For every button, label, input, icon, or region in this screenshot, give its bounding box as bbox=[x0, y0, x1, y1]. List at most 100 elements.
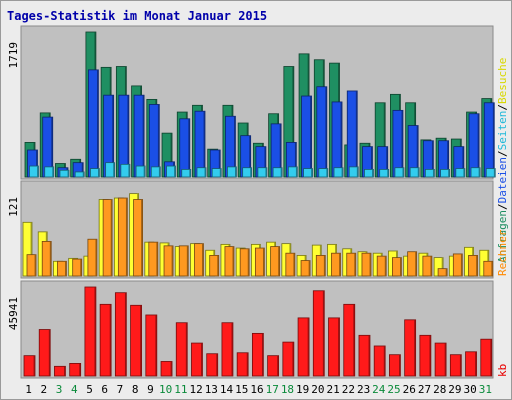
bar-kb-day-13-shade bbox=[216, 353, 218, 376]
bar-dateien-day-5-body bbox=[88, 69, 99, 178]
bar-seiten-day-9 bbox=[150, 166, 161, 178]
bar-seiten-day-31 bbox=[485, 168, 496, 178]
bar-kb-day-21-body bbox=[328, 317, 340, 377]
bar-seiten-day-26-body bbox=[409, 167, 420, 178]
bar-seiten-day-3-shade bbox=[67, 170, 69, 177]
bar-rechner-day-13-shade bbox=[217, 255, 219, 276]
bar-kb-day-11-shade bbox=[185, 322, 188, 376]
bar-rechner-day-23 bbox=[361, 252, 372, 277]
bar-kb-day-28-shade bbox=[444, 343, 447, 376]
day-label-10: 10 bbox=[159, 383, 172, 396]
legend-mid: Rechner bbox=[496, 229, 509, 276]
bar-dateien-day-11 bbox=[179, 118, 191, 178]
panel-bytes-ymax-label: 45941 bbox=[7, 297, 20, 330]
bar-rechner-day-28-shade bbox=[445, 268, 448, 276]
bar-kb-day-16 bbox=[251, 332, 264, 377]
day-label-13: 13 bbox=[205, 383, 218, 396]
day-label-20: 20 bbox=[311, 383, 324, 396]
bar-kb-day-26-shade bbox=[414, 319, 416, 376]
bar-kb-day-19-body bbox=[297, 317, 310, 377]
bar-kb-day-30-body bbox=[465, 351, 477, 377]
bar-rechner-day-5-shade bbox=[95, 239, 97, 276]
bar-seiten-day-1 bbox=[29, 165, 39, 178]
legend-top-text: Anfragen/Dateien/Seiten/Besuche bbox=[496, 58, 509, 263]
bar-kb-day-11-body bbox=[175, 322, 188, 377]
bar-seiten-day-19 bbox=[303, 168, 313, 178]
bar-rechner-day-16 bbox=[254, 247, 265, 277]
day-label-29: 29 bbox=[448, 383, 461, 396]
bar-seiten-day-17-shade bbox=[280, 167, 283, 177]
panel-visits: 121 bbox=[7, 180, 494, 279]
bar-kb-day-13-body bbox=[206, 353, 219, 377]
bar-kb-day-12-shade bbox=[201, 343, 203, 376]
bar-kb-day-5-shade bbox=[94, 287, 96, 376]
bar-seiten-day-14-shade bbox=[235, 166, 237, 177]
bar-rechner-day-31-shade bbox=[491, 261, 493, 276]
bar-seiten-day-7-shade bbox=[128, 164, 130, 177]
bar-rechner-day-15-shade bbox=[247, 248, 250, 276]
bar-dateien-day-21-body bbox=[331, 101, 343, 178]
bar-seiten-day-27 bbox=[424, 169, 435, 178]
bar-seiten-day-9-body bbox=[150, 166, 161, 178]
legend-kb: kb bbox=[496, 364, 509, 377]
bar-dateien-day-18-shade bbox=[294, 142, 297, 177]
bar-dateien-day-15-shade bbox=[249, 135, 251, 177]
bar-rechner-day-23-shade bbox=[369, 253, 371, 276]
bar-rechner-day-9-body bbox=[148, 241, 159, 277]
bar-kb-day-24-body bbox=[373, 345, 386, 377]
panel-bytes: 45941 bbox=[7, 280, 494, 379]
bar-seiten-day-28 bbox=[440, 169, 450, 178]
bar-seiten-day-4 bbox=[74, 171, 85, 178]
day-label-23: 23 bbox=[357, 383, 370, 396]
legend-separator: / bbox=[496, 203, 509, 210]
bar-rechner-day-29-shade bbox=[460, 253, 463, 276]
bar-rechner-day-10-shade bbox=[171, 245, 174, 276]
legend-seiten: Seiten bbox=[496, 111, 509, 151]
bar-seiten-day-1-shade bbox=[37, 166, 39, 177]
bar-kb-day-5-body bbox=[84, 286, 97, 377]
bar-kb-day-24 bbox=[373, 345, 386, 377]
bar-kb-day-18-shade bbox=[292, 342, 294, 376]
bar-kb-day-6 bbox=[99, 303, 112, 377]
day-label-31: 31 bbox=[479, 383, 492, 396]
day-label-4: 4 bbox=[71, 383, 78, 396]
bar-dateien-day-19-shade bbox=[310, 96, 312, 177]
bar-rechner-day-5 bbox=[87, 238, 98, 277]
bar-dateien-day-20-body bbox=[316, 86, 328, 178]
bar-rechner-day-6-shade bbox=[110, 199, 113, 276]
bar-seiten-day-16 bbox=[257, 167, 268, 178]
bar-seiten-day-6-shade bbox=[113, 162, 115, 177]
panel-traffic-ymax-label: 1719 bbox=[7, 42, 20, 69]
day-label-24: 24 bbox=[372, 383, 386, 396]
bar-seiten-day-2 bbox=[44, 166, 55, 178]
chart-panels: 1719 121 45941 bbox=[7, 25, 496, 379]
bar-kb-day-3-body bbox=[54, 365, 66, 377]
bar-seiten-day-27-shade bbox=[432, 169, 435, 177]
bar-rechner-day-1 bbox=[26, 254, 37, 277]
chart-title: Tages-Statistik im Monat Januar 2015 bbox=[7, 9, 267, 23]
bar-rechner-day-19-shade bbox=[308, 260, 311, 276]
bar-kb-day-29-shade bbox=[459, 354, 462, 376]
bar-kb-day-28 bbox=[434, 342, 447, 377]
bar-rechner-day-22 bbox=[346, 252, 357, 277]
bar-kb-day-15-body bbox=[236, 352, 249, 377]
bar-seiten-day-30 bbox=[470, 167, 481, 178]
bar-seiten-day-9-shade bbox=[158, 166, 161, 177]
bar-kb-day-22 bbox=[343, 303, 356, 377]
bar-dateien-day-29-shade bbox=[462, 146, 464, 177]
bar-rechner-day-31 bbox=[483, 260, 494, 277]
bar-seiten-day-12 bbox=[196, 167, 207, 178]
bar-kb-day-26 bbox=[404, 319, 417, 377]
bar-rechner-day-9 bbox=[148, 241, 159, 277]
bar-dateien-day-22 bbox=[346, 90, 358, 178]
bar-kb-day-7 bbox=[114, 292, 127, 377]
bar-besuche-day-28-shade bbox=[441, 257, 444, 276]
bar-seiten-day-22-shade bbox=[356, 166, 359, 177]
day-label-2: 2 bbox=[41, 383, 48, 396]
bar-kb-day-2-shade bbox=[48, 329, 51, 376]
bar-dateien-day-28-shade bbox=[447, 140, 449, 177]
bar-rechner-day-17 bbox=[270, 246, 281, 277]
day-label-30: 30 bbox=[464, 383, 477, 396]
bar-seiten-day-14 bbox=[227, 166, 237, 178]
